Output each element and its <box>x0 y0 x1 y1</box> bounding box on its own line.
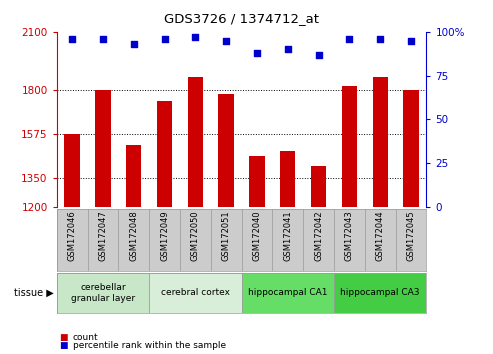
Bar <box>342 86 357 207</box>
Bar <box>373 77 388 207</box>
Bar <box>126 145 141 207</box>
Point <box>284 47 292 52</box>
Text: GSM172047: GSM172047 <box>99 211 107 262</box>
Text: cerebral cortex: cerebral cortex <box>161 289 230 297</box>
Text: GSM172046: GSM172046 <box>68 211 76 262</box>
Text: hippocampal CA1: hippocampal CA1 <box>248 289 327 297</box>
Text: tissue ▶: tissue ▶ <box>14 288 54 298</box>
Text: percentile rank within the sample: percentile rank within the sample <box>73 341 226 350</box>
Text: GSM172045: GSM172045 <box>407 211 416 261</box>
Bar <box>311 166 326 207</box>
Bar <box>65 134 80 207</box>
Point <box>315 52 322 57</box>
Bar <box>157 101 172 207</box>
Text: count: count <box>73 333 99 342</box>
Bar <box>218 94 234 207</box>
Point <box>407 38 415 44</box>
Bar <box>57 273 149 313</box>
Text: GSM172041: GSM172041 <box>283 211 292 261</box>
Point <box>99 36 107 42</box>
Text: GSM172043: GSM172043 <box>345 211 354 262</box>
Bar <box>188 77 203 207</box>
Bar <box>334 273 426 313</box>
Text: GSM172051: GSM172051 <box>222 211 231 261</box>
Point <box>346 36 353 42</box>
Point <box>130 41 138 47</box>
Bar <box>280 151 295 207</box>
Text: hippocampal CA3: hippocampal CA3 <box>341 289 420 297</box>
Point <box>68 36 76 42</box>
Point <box>376 36 384 42</box>
Text: GDS3726 / 1374712_at: GDS3726 / 1374712_at <box>164 12 319 25</box>
Text: GSM172044: GSM172044 <box>376 211 385 261</box>
Text: GSM172050: GSM172050 <box>191 211 200 261</box>
Text: GSM172048: GSM172048 <box>129 211 138 262</box>
Point <box>191 34 199 40</box>
Text: GSM172042: GSM172042 <box>314 211 323 261</box>
Text: ■: ■ <box>59 333 68 342</box>
Bar <box>95 90 110 207</box>
Bar <box>149 273 242 313</box>
Text: cerebellar
granular layer: cerebellar granular layer <box>71 283 135 303</box>
Point <box>161 36 169 42</box>
Text: GSM172049: GSM172049 <box>160 211 169 261</box>
Text: GSM172040: GSM172040 <box>252 211 261 261</box>
Point <box>222 38 230 44</box>
Bar <box>242 273 334 313</box>
Bar <box>249 156 265 207</box>
Text: ■: ■ <box>59 341 68 350</box>
Bar <box>403 90 419 207</box>
Point <box>253 50 261 56</box>
